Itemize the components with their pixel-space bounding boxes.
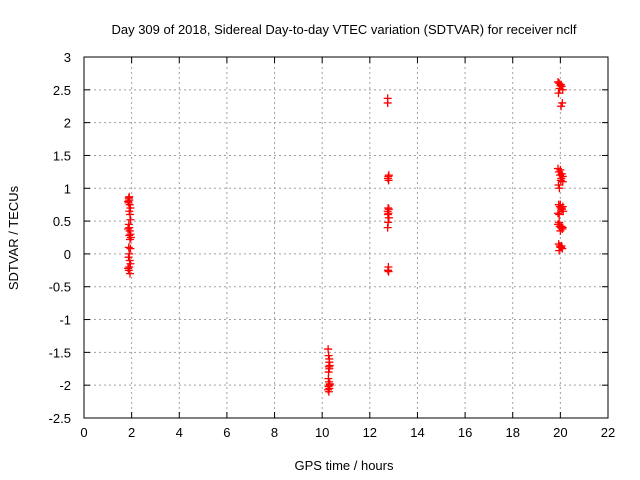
data-point [558, 202, 567, 211]
axis-ticks [83, 56, 609, 419]
data-point [383, 266, 392, 275]
y-tick-label: 0.5 [53, 214, 71, 229]
x-axis-label: GPS time / hours [295, 458, 394, 473]
data-point [556, 165, 565, 174]
data-point [555, 84, 564, 93]
x-tick-label: 6 [223, 425, 230, 440]
data-point [126, 244, 135, 253]
data-point [557, 242, 566, 251]
x-tick-label: 0 [80, 425, 87, 440]
data-point [553, 209, 562, 218]
data-point [126, 215, 135, 224]
x-tick-label: 16 [458, 425, 472, 440]
data-point [556, 80, 565, 89]
data-point [324, 387, 333, 396]
data-point [557, 203, 566, 212]
chart-title: Day 309 of 2018, Sidereal Day-to-day VTE… [111, 22, 576, 37]
data-point [383, 174, 392, 183]
y-tick-label: 2.5 [53, 83, 71, 98]
data-point [124, 264, 133, 273]
x-tick-label: 2 [128, 425, 135, 440]
y-tick-label: 3 [64, 50, 71, 65]
grid-lines [84, 57, 608, 418]
y-tick-label: -2 [59, 378, 71, 393]
data-point [384, 267, 393, 276]
y-tick-label: -1 [59, 313, 71, 328]
data-point [126, 233, 135, 242]
y-axis-label: SDTVAR / TECUs [6, 185, 21, 290]
x-tick-label: 12 [363, 425, 377, 440]
y-tick-label: -2.5 [49, 411, 71, 426]
data-point [324, 385, 333, 394]
data-point [558, 223, 567, 232]
y-tick-label: -0.5 [49, 280, 71, 295]
data-point [556, 176, 565, 185]
x-tick-label: 20 [553, 425, 567, 440]
data-point [325, 354, 334, 363]
y-tick-label: 0 [64, 247, 71, 262]
data-point [555, 184, 564, 193]
data-point [556, 243, 565, 252]
y-tick-label: 2 [64, 116, 71, 131]
data-point [383, 223, 392, 232]
data-points [124, 77, 568, 396]
data-point [555, 210, 564, 219]
y-axis-tick-labels: -2.5 -2 -1.5 -1 -0.5 0 0.5 1 1.5 2 2.5 3 [49, 50, 71, 426]
data-point [384, 176, 393, 185]
data-point [324, 368, 333, 377]
data-point [557, 222, 566, 231]
x-tick-label: 4 [176, 425, 183, 440]
x-tick-label: 14 [410, 425, 424, 440]
plot-area [83, 56, 609, 419]
data-point [125, 231, 134, 240]
x-tick-label: 8 [271, 425, 278, 440]
y-tick-label: 1.5 [53, 148, 71, 163]
x-tick-label: 22 [601, 425, 615, 440]
y-tick-label: -1.5 [49, 345, 71, 360]
data-point [557, 102, 566, 111]
data-point [384, 213, 393, 222]
x-axis-tick-labels: 0 2 4 6 8 10 12 14 16 18 20 22 [80, 425, 615, 440]
data-point [125, 196, 134, 205]
data-point [125, 269, 134, 278]
data-point [558, 172, 567, 181]
data-point [553, 220, 562, 229]
data-point [124, 224, 133, 233]
data-point [554, 89, 563, 98]
x-tick-label: 18 [505, 425, 519, 440]
data-point [383, 98, 392, 107]
data-point [125, 235, 134, 244]
x-tick-label: 10 [315, 425, 329, 440]
y-tick-label: 1 [64, 181, 71, 196]
data-point [325, 379, 334, 388]
